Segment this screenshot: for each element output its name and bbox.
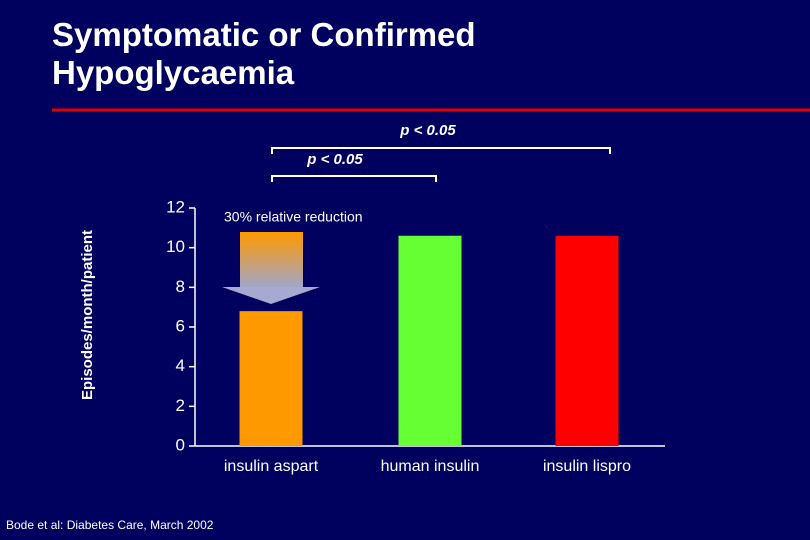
annotation: 30% relative reduction bbox=[224, 209, 363, 225]
previous-level bbox=[240, 232, 303, 288]
y-tick-label: 4 bbox=[176, 356, 185, 375]
p-value: p < 0.05 bbox=[399, 122, 456, 139]
y-tick-label: 2 bbox=[176, 396, 185, 415]
chart-title: Symptomatic or Confirmed Hypoglycaemia bbox=[52, 16, 476, 91]
bar bbox=[239, 311, 303, 446]
y-tick-label: 8 bbox=[176, 277, 185, 296]
bar bbox=[555, 235, 619, 446]
x-tick-label: insulin aspart bbox=[224, 458, 319, 475]
x-tick-label: human insulin bbox=[381, 458, 480, 475]
x-tick-label: insulin lispro bbox=[543, 458, 631, 475]
significance-bracket bbox=[271, 175, 437, 182]
y-tick-label: 12 bbox=[166, 197, 185, 216]
y-tick-label: 6 bbox=[176, 316, 185, 335]
source: Bode et al: Diabetes Care, March 2002 bbox=[6, 518, 214, 532]
y-axis-label: Episodes/month/patient bbox=[79, 230, 96, 400]
significance-bracket bbox=[271, 147, 611, 154]
y-tick-label: 0 bbox=[176, 435, 185, 454]
bar bbox=[398, 235, 462, 446]
reduction-arrow bbox=[222, 287, 320, 304]
p-value: p < 0.05 bbox=[306, 151, 363, 168]
y-tick-label: 10 bbox=[166, 237, 185, 256]
